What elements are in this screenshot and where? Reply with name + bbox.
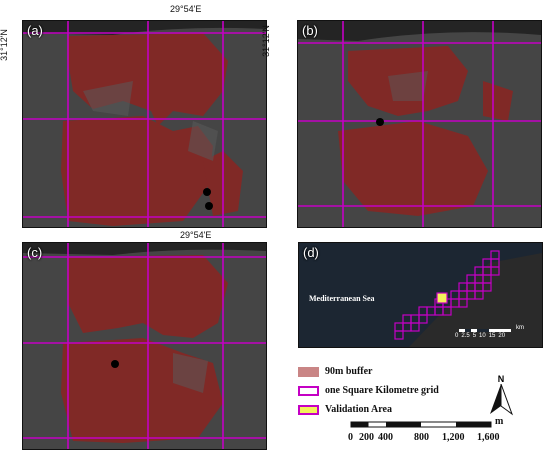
legend-label: Validation Area — [325, 404, 392, 415]
sea-label: Mediterranean Sea — [309, 294, 375, 303]
map-panel-b: (b) — [297, 20, 542, 228]
map-panel-a: (a) — [22, 20, 267, 228]
inset-scale-unit: km — [516, 325, 524, 331]
map-a-canvas — [23, 21, 266, 227]
buffer-swatch — [298, 366, 319, 377]
latitude-label-left: 31°12'N — [0, 29, 9, 61]
legend-label: one Square Kilometre grid — [325, 385, 439, 396]
map-d-canvas — [299, 243, 542, 347]
validation-point — [205, 202, 213, 210]
scale-bar-graphic — [350, 421, 492, 428]
legend-label: 90m buffer — [325, 366, 373, 377]
legend-item-validation: Validation Area — [298, 400, 439, 419]
longitude-label-bottom: 29°54'E — [180, 230, 212, 240]
validation-point — [111, 360, 119, 368]
validation-point — [376, 118, 384, 126]
scale-tick-label: 1,600 — [477, 432, 500, 443]
grid-lines — [23, 243, 266, 449]
map-panel-d: (d) Mediterranean Sea 0 2.5 5 10 15 20 k… — [298, 242, 543, 348]
scale-tick-label: 800 — [414, 432, 429, 443]
panel-label-c: (c) — [27, 245, 43, 260]
grid-lines — [23, 21, 266, 227]
scale-tick-label: 200 — [359, 432, 374, 443]
map-c-canvas — [23, 243, 266, 449]
north-arrow: N — [486, 374, 516, 418]
latitude-label-right: 31°12'N — [260, 25, 271, 57]
north-letter: N — [497, 374, 505, 384]
validation-swatch — [298, 404, 319, 415]
grid-cells — [394, 250, 500, 340]
panel-label-a: (a) — [27, 23, 43, 38]
inset-scale-ticks: 0 2.5 5 10 15 20 — [455, 333, 506, 339]
north-arrow-icon — [490, 383, 514, 416]
grid-lines — [298, 21, 541, 227]
map-panel-c: (c) — [22, 242, 267, 450]
panel-label-d: (d) — [303, 245, 319, 260]
validation-area — [436, 292, 448, 304]
legend: 90m buffer one Square Kilometre grid Val… — [298, 362, 439, 419]
scale-tick-label: 1,200 — [442, 432, 465, 443]
grid-swatch — [298, 385, 319, 396]
map-b-canvas — [298, 21, 541, 227]
scale-tick-label: 400 — [378, 432, 393, 443]
panel-label-b: (b) — [302, 23, 318, 38]
longitude-label-top: 29°54'E — [170, 4, 202, 14]
scale-tick-label: 0 — [348, 432, 353, 443]
legend-item-grid: one Square Kilometre grid — [298, 381, 439, 400]
buffer-zones — [338, 46, 513, 216]
legend-item-buffer: 90m buffer — [298, 362, 439, 381]
validation-point — [203, 188, 211, 196]
scale-unit: m — [495, 416, 504, 427]
scale-bar: m 0 200 400 800 1,200 1,600 — [345, 416, 535, 448]
